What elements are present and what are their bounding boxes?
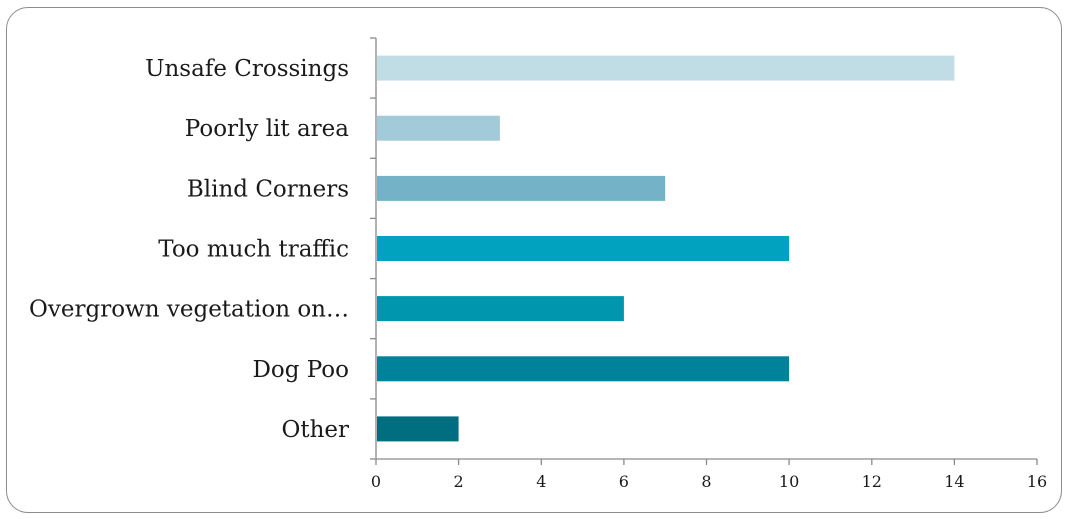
bar-2 xyxy=(377,115,500,141)
bar-6 xyxy=(377,356,790,382)
labels-layer: Unsafe Crossings Poorly lit area Blind Cor… xyxy=(29,56,1047,491)
category-label: Unsafe Crossings xyxy=(145,56,349,82)
category-label: Overgrown vegetation on… xyxy=(29,297,349,323)
x-tick-label: 14 xyxy=(944,472,964,491)
category-label: Too much traffic xyxy=(158,237,349,263)
category-label: Dog Poo xyxy=(252,357,349,383)
bar-7 xyxy=(377,416,459,442)
x-tick-label: 12 xyxy=(862,472,882,491)
bar-1 xyxy=(377,55,955,81)
bar-3 xyxy=(377,175,666,201)
bar-5 xyxy=(377,296,624,322)
x-tick-label: 8 xyxy=(701,472,711,491)
x-tick-label: 2 xyxy=(454,472,464,491)
axes-layer xyxy=(370,37,1038,465)
x-tick-label: 16 xyxy=(1027,472,1047,491)
x-tick-label: 6 xyxy=(619,472,629,491)
category-label: Poorly lit area xyxy=(185,116,349,142)
x-tick-label: 4 xyxy=(536,472,546,491)
x-tick-label: 0 xyxy=(371,472,381,491)
x-tick-label: 10 xyxy=(779,472,799,491)
bar-4 xyxy=(377,236,790,261)
bars-layer xyxy=(377,55,955,442)
category-label: Other xyxy=(281,417,349,443)
category-label: Blind Corners xyxy=(187,176,349,202)
